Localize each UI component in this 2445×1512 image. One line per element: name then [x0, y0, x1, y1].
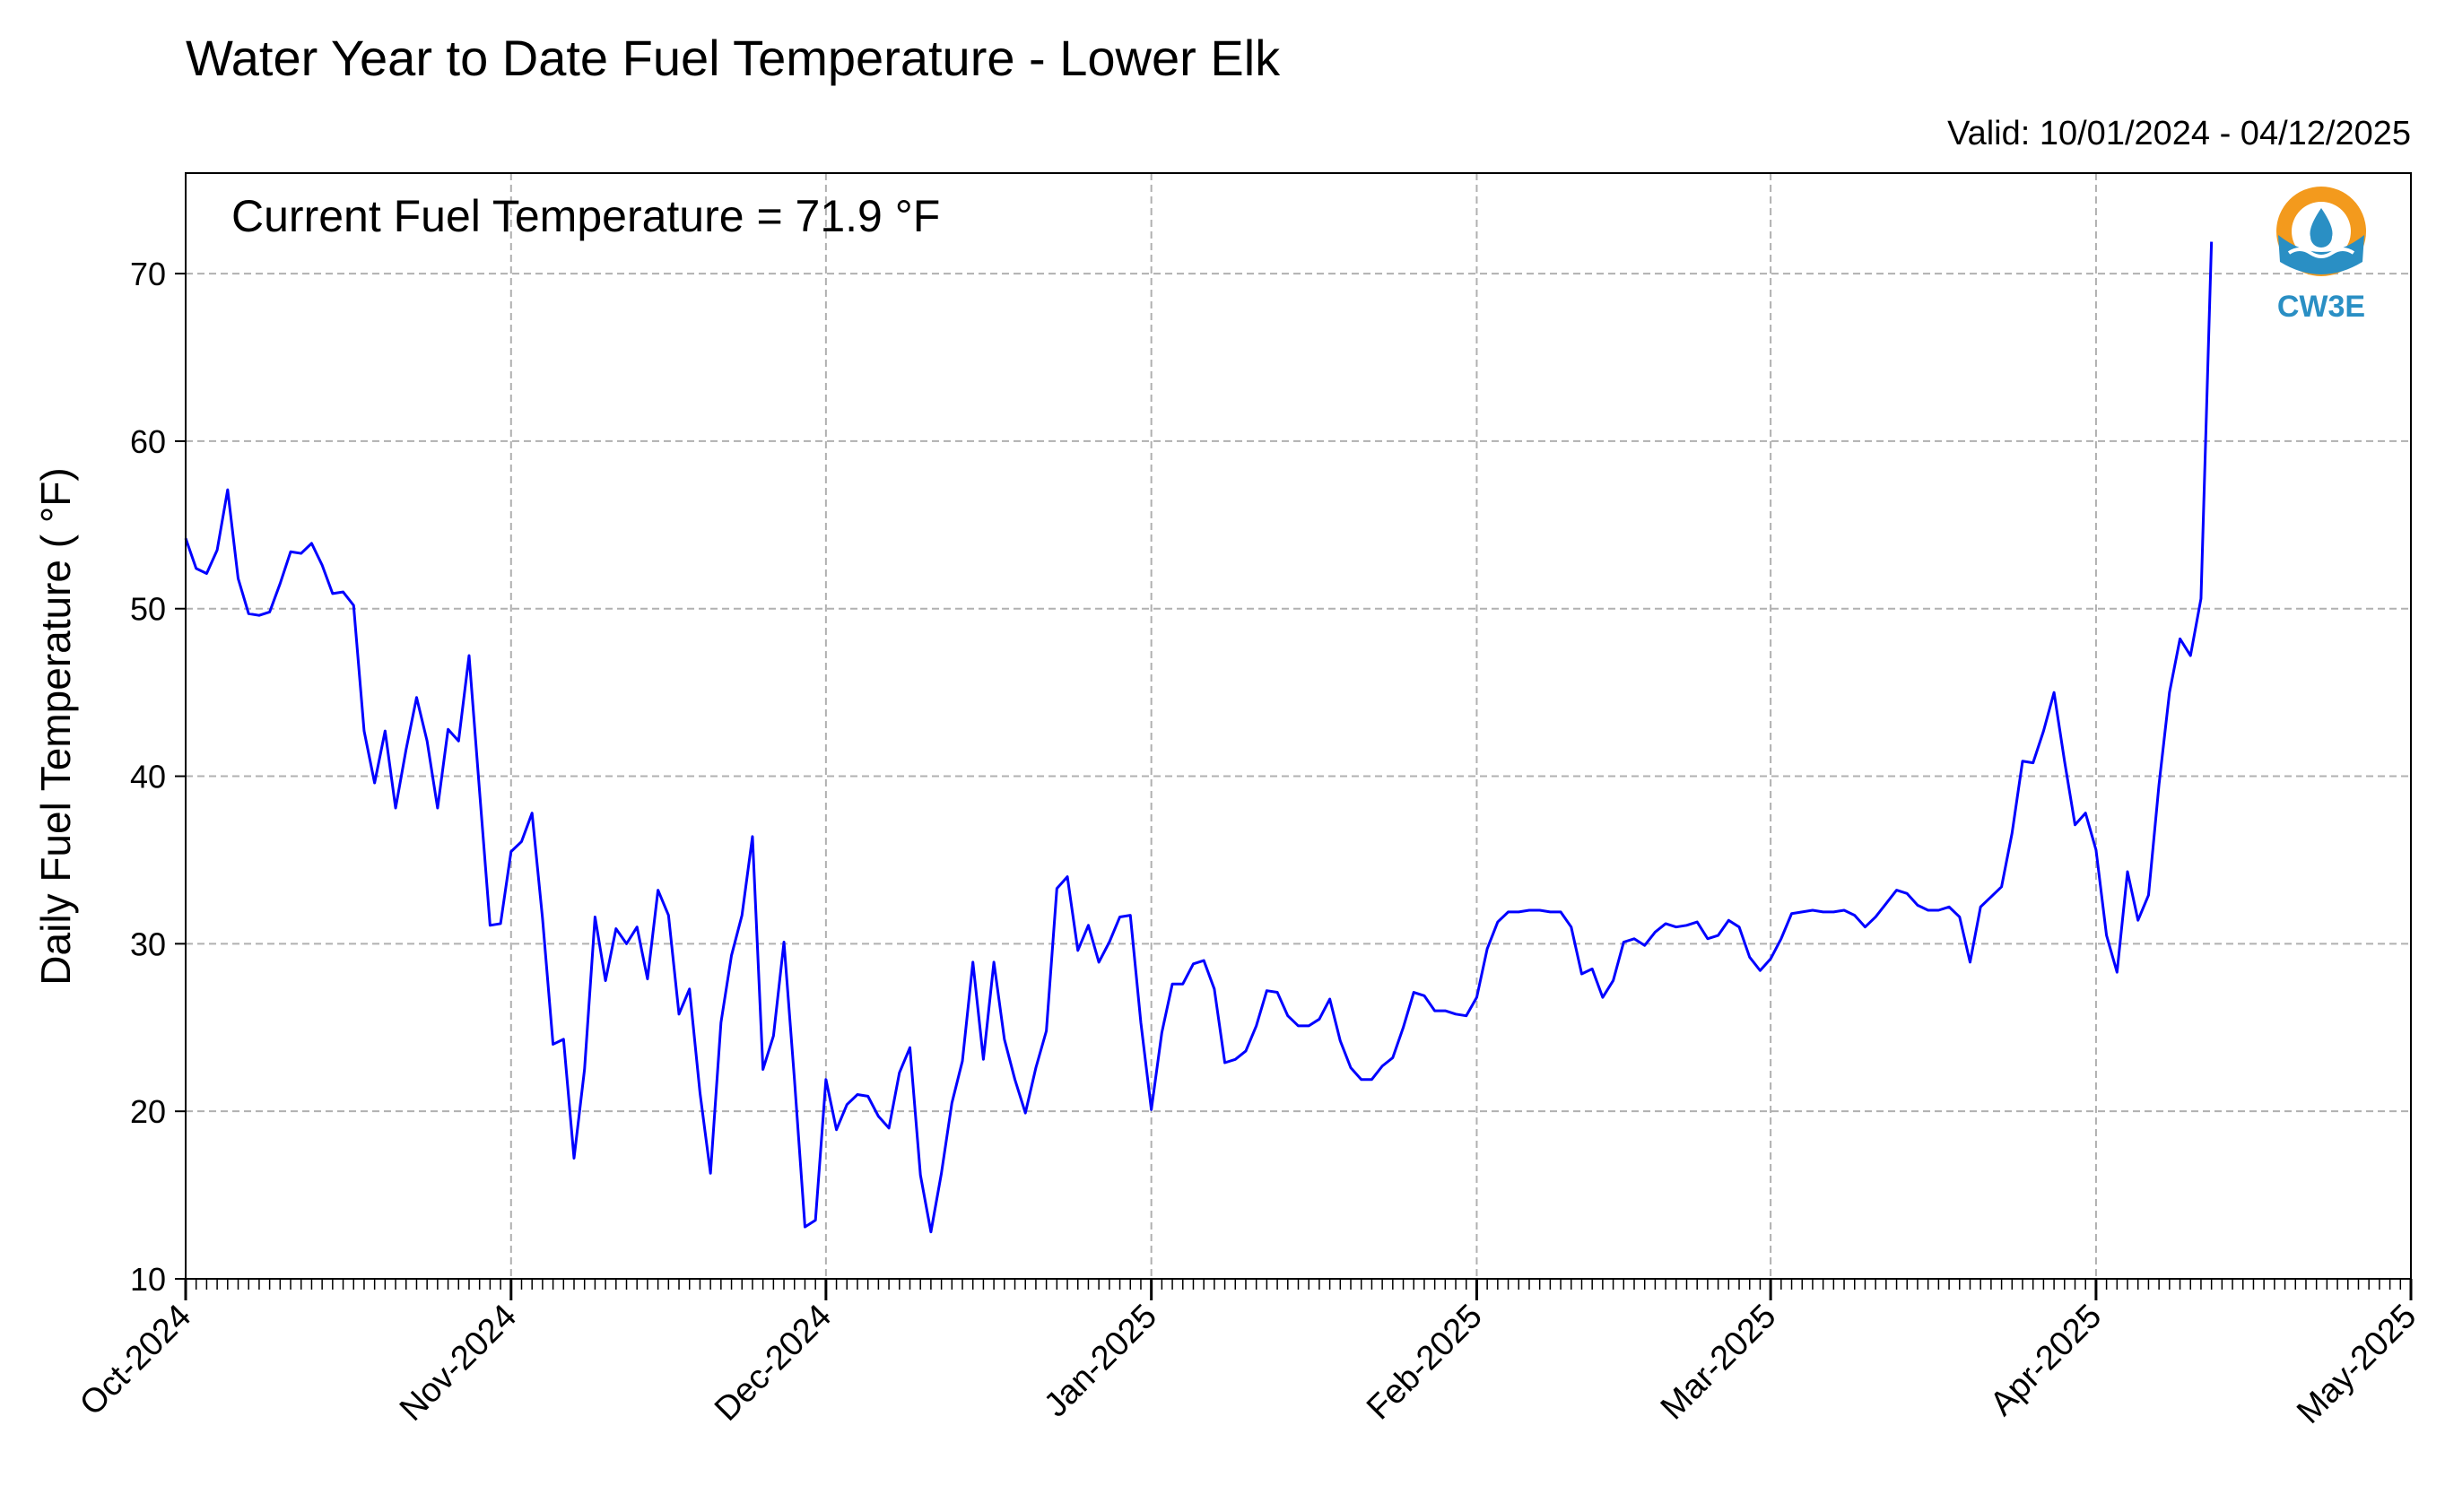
current-temperature-annotation: Current Fuel Temperature = 71.9 °F: [231, 191, 940, 241]
valid-range: Valid: 10/01/2024 - 04/12/2025: [1947, 115, 2411, 152]
logo-wave: [2287, 248, 2355, 258]
x-tick-label: Dec-2024: [708, 1298, 839, 1429]
x-tick-label: Apr-2025: [1983, 1298, 2109, 1423]
x-tick-label: May-2025: [2290, 1298, 2423, 1431]
x-tick-label: Oct-2024: [73, 1298, 198, 1423]
minor-ticks: [185, 1279, 2412, 1290]
grid-lines: [186, 173, 2411, 1279]
y-tick-label: 70: [130, 256, 166, 292]
y-axis-label: Daily Fuel Temperature ( °F): [32, 467, 79, 985]
y-axis: 10 20 30 40 50 60 70: [130, 256, 186, 1298]
cw3e-logo: CW3E: [2276, 187, 2366, 324]
x-tick-label: Nov-2024: [393, 1298, 524, 1429]
x-tick-label: Jan-2025: [1037, 1298, 1164, 1425]
y-tick-label: 40: [130, 759, 166, 795]
plot-frame: [185, 172, 2412, 1280]
chart-title: Water Year to Date Fuel Temperature - Lo…: [186, 30, 1281, 86]
x-tick-label: Feb-2025: [1360, 1298, 1490, 1428]
y-tick-label: 50: [130, 591, 166, 628]
y-tick-label: 30: [130, 925, 166, 962]
x-axis: Oct-2024 Nov-2024 Dec-2024 Jan-2025 Feb-2025…: [73, 1279, 2423, 1431]
x-tick-label: Mar-2025: [1654, 1298, 1784, 1428]
water-drop-icon: [2310, 208, 2333, 248]
logo-text: CW3E: [2277, 290, 2365, 324]
y-tick-label: 60: [130, 423, 166, 460]
y-tick-label: 20: [130, 1093, 166, 1130]
series-line-fuel-temperature: [184, 241, 2214, 1234]
y-tick-label: 10: [130, 1261, 166, 1298]
series-layer: [184, 241, 2214, 1234]
